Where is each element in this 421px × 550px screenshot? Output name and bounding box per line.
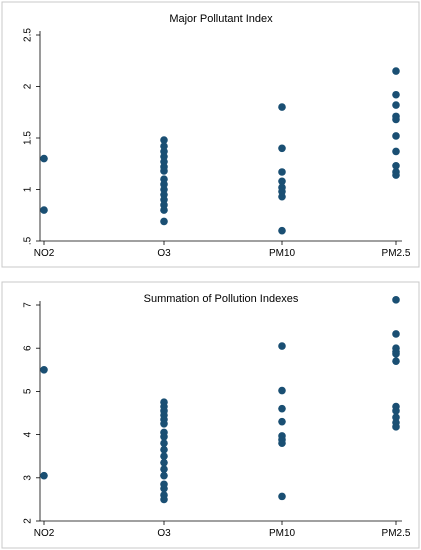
data-point [40,206,48,214]
data-point [392,90,400,99]
data-point [278,439,286,448]
data-point [278,404,286,413]
plot-area [40,31,402,241]
data-point [160,217,168,226]
data-point [160,445,168,454]
data-point [40,471,48,480]
x-tick-label: O3 [157,248,171,259]
data-point [392,132,400,140]
data-point [160,167,168,175]
data-point [40,154,48,163]
y-tick-label: 1.5 [23,131,34,145]
data-point [160,439,168,448]
chart-title: Major Pollutant Index [169,13,273,25]
data-point [392,67,400,75]
data-point [40,366,48,374]
y-tick-label: 2 [23,83,34,89]
x-tick-label: PM2.5 [382,528,411,539]
data-point [392,423,400,431]
y-tick-label: 5 [23,388,34,394]
data-point [392,350,400,358]
data-point [160,420,168,428]
data-point [392,330,400,338]
data-point [392,101,400,109]
data-point [392,115,400,124]
x-tick-label: NO2 [34,248,55,259]
plot-area [40,301,402,521]
data-point [160,484,168,493]
data-point [160,136,168,144]
y-tick-label: 7 [23,302,34,308]
y-tick-label: 6 [23,345,34,351]
data-point [392,147,400,156]
data-point [160,206,168,214]
y-tick-label: 4 [23,431,34,437]
data-point [278,386,286,395]
chart-panel-summation-of-pollution-indexes: Summation of Pollution Indexes 2 3 4 5 6 7 NO2 O… [1,281,420,549]
data-point [392,407,400,415]
data-point [278,342,286,350]
data-point [278,177,286,186]
y-tick-label: 2 [23,518,34,524]
x-tick-label: PM2.5 [382,248,411,259]
chart-title: Summation of Pollution Indexes [144,293,299,305]
data-point [278,103,286,111]
data-point [392,296,400,304]
data-point [160,471,168,480]
x-tick-label: PM10 [269,248,296,259]
data-point [278,417,286,426]
data-point [392,357,400,365]
data-point [278,144,286,153]
x-tick-label: NO2 [34,528,55,539]
data-point [278,192,286,201]
data-point [278,168,286,176]
y-tick-label: 2.5 [23,28,34,42]
x-tick-label: O3 [157,528,171,539]
x-tick-label: PM10 [269,528,296,539]
y-tick-label: 1 [23,186,34,192]
chart-panel-major-pollutant-index: Major Pollutant Index .5 1 1.5 2 2.5 NO2 O3 PM10… [1,1,420,268]
data-point [160,432,168,441]
data-point [392,171,400,179]
data-point [160,458,168,467]
data-point [278,492,286,501]
data-point [160,452,168,461]
y-tick-label: 3 [23,475,34,481]
data-point [278,226,286,235]
data-point [160,495,168,504]
data-point [160,465,168,473]
data-point [392,162,400,170]
y-tick-label: .5 [23,236,34,245]
